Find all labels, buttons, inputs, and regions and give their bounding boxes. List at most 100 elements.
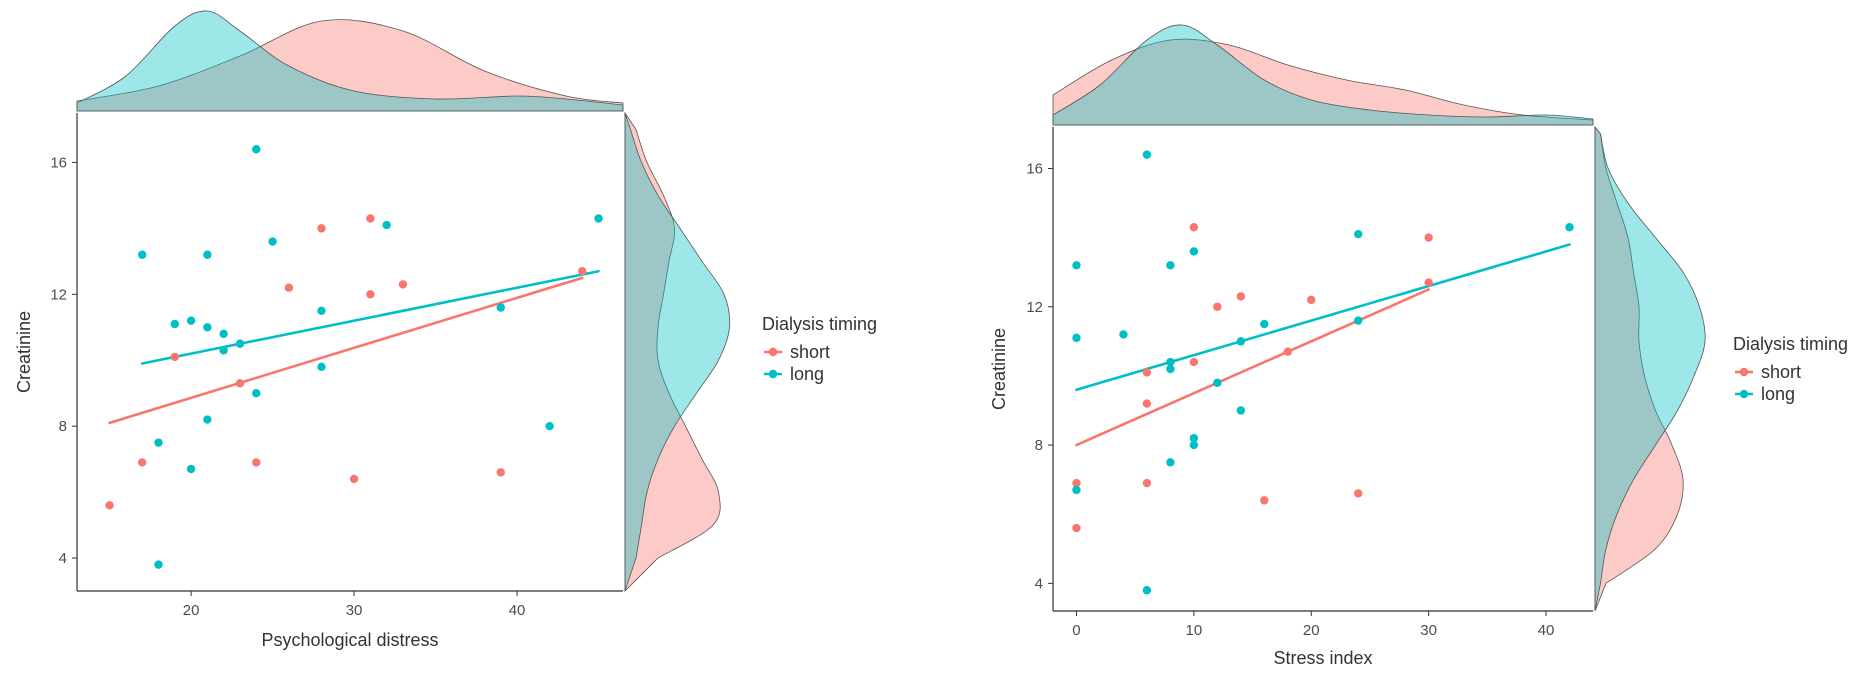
data-point-short <box>1260 496 1269 505</box>
data-point-short <box>1189 357 1199 367</box>
data-point-short <box>366 290 375 299</box>
fit-line-long <box>140 269 600 365</box>
data-point-short <box>496 468 505 477</box>
right-density-short <box>624 111 721 592</box>
data-point-long <box>186 464 196 474</box>
y-tick-label: 16 <box>1026 160 1043 177</box>
data-point-short <box>1142 399 1152 408</box>
data-point-long <box>1119 330 1128 339</box>
data-point-long <box>1166 357 1175 367</box>
legend-key-point-long <box>768 369 778 379</box>
data-point-short <box>317 224 326 233</box>
data-point-short <box>398 280 408 289</box>
y-tick-label: 8 <box>1035 437 1043 454</box>
data-point-short <box>1354 489 1363 498</box>
fit-line-long <box>1075 243 1571 392</box>
data-point-short <box>1307 295 1316 305</box>
data-point-short <box>1072 523 1081 533</box>
data-point-short <box>1072 478 1081 488</box>
data-point-long <box>268 237 277 246</box>
data-point-long <box>1072 333 1081 343</box>
data-point-long <box>594 214 603 223</box>
data-point-long <box>252 389 261 398</box>
data-point-long <box>1072 261 1081 270</box>
data-point-long <box>1565 223 1574 232</box>
y-axis-title: Creatinine <box>989 328 1009 410</box>
data-point-long <box>1166 364 1175 374</box>
data-point-short <box>1189 223 1199 232</box>
y-tick-label: 12 <box>50 286 67 303</box>
data-point-short <box>1142 368 1152 377</box>
data-point-short <box>252 458 261 467</box>
x-tick-label: 40 <box>509 602 526 619</box>
right-density-long <box>624 112 731 592</box>
x-axis-title: Psychological distress <box>261 630 438 650</box>
y-tick-label: 4 <box>1035 575 1043 592</box>
data-point-long <box>252 145 261 154</box>
top-density-short <box>76 19 624 112</box>
data-point-short <box>1213 302 1222 311</box>
data-point-short <box>170 352 179 362</box>
y-tick-label: 4 <box>59 550 67 567</box>
data-point-long <box>1072 485 1081 495</box>
y-axis-title: Creatinine <box>14 311 34 393</box>
top-density-short <box>1052 38 1594 126</box>
x-tick-label: 30 <box>1420 622 1437 639</box>
data-point-long <box>186 316 196 325</box>
data-point-short <box>349 474 359 484</box>
data-point-short <box>1142 478 1152 488</box>
data-point-long <box>203 415 212 424</box>
right-density-short <box>1594 125 1684 612</box>
data-point-long <box>1189 440 1199 450</box>
data-point-short <box>284 283 294 292</box>
data-point-long <box>154 438 163 447</box>
x-tick-label: 30 <box>346 602 363 619</box>
legend-key-point-short <box>768 347 778 357</box>
data-point-long <box>1189 247 1199 256</box>
y-tick-label: 12 <box>1026 299 1043 316</box>
data-point-long <box>1189 433 1199 443</box>
x-tick-label: 20 <box>1303 622 1320 639</box>
top-density-long <box>76 10 624 112</box>
top-density-long <box>1052 24 1594 126</box>
data-point-long <box>1354 229 1363 239</box>
y-tick-label: 16 <box>50 154 67 171</box>
data-point-short <box>105 501 114 510</box>
data-point-long <box>1260 319 1269 329</box>
data-point-short <box>366 214 375 223</box>
x-axis-title: Stress index <box>1273 648 1372 668</box>
data-point-long <box>219 346 228 355</box>
data-point-long <box>1166 261 1175 270</box>
data-point-short <box>235 379 245 388</box>
data-point-long <box>1213 378 1222 388</box>
data-point-long <box>1142 586 1152 595</box>
data-point-short <box>1283 347 1292 356</box>
x-tick-label: 0 <box>1072 622 1080 639</box>
x-tick-label: 20 <box>183 602 200 619</box>
legend-label-long: long <box>1761 384 1795 404</box>
data-point-short <box>1424 233 1433 242</box>
data-point-short <box>578 267 587 276</box>
x-tick-label: 10 <box>1186 622 1203 639</box>
legend-key-point-long <box>1739 389 1749 399</box>
data-point-long <box>235 339 245 348</box>
data-point-long <box>170 319 179 329</box>
left-chart-panel: 20 30 40 4 8 12 16 Psychological distress Creati… <box>14 10 877 650</box>
data-point-long <box>545 421 554 431</box>
data-point-long <box>1166 458 1175 467</box>
y-tick-label: 8 <box>59 418 67 435</box>
data-point-short <box>137 458 147 467</box>
data-point-long <box>317 306 326 315</box>
data-point-short <box>1236 292 1246 301</box>
data-point-long <box>137 250 147 259</box>
x-tick-label: 40 <box>1538 622 1555 639</box>
data-point-long <box>203 323 212 332</box>
data-point-long <box>1354 316 1363 325</box>
data-point-long <box>382 220 391 230</box>
data-point-long <box>1142 150 1152 159</box>
data-point-short <box>1424 278 1433 287</box>
data-point-long <box>496 303 505 312</box>
